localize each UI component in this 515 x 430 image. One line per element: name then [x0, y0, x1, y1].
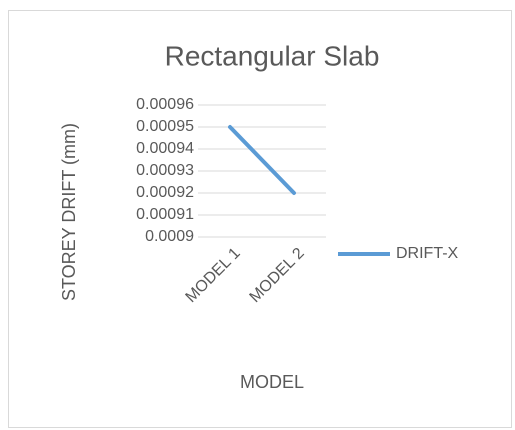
y-tick-label: 0.00091	[136, 206, 194, 223]
x-axis-label: MODEL	[240, 372, 304, 392]
legend-label: DRIFT-X	[396, 245, 459, 262]
data-line	[228, 125, 296, 195]
y-tick-label: 0.00095	[136, 118, 194, 135]
y-tick-label: 0.00092	[136, 184, 194, 201]
chart-border	[8, 10, 512, 428]
y-tick-label: 0.00094	[136, 140, 194, 157]
chart-title: Rectangular Slab	[165, 40, 380, 71]
y-tick-label: 0.00093	[136, 162, 194, 179]
y-tick-label: 0.0009	[145, 228, 194, 245]
y-tick-label: 0.00096	[136, 96, 194, 113]
y-axis-label: STOREY DRIFT (mm)	[59, 123, 79, 301]
